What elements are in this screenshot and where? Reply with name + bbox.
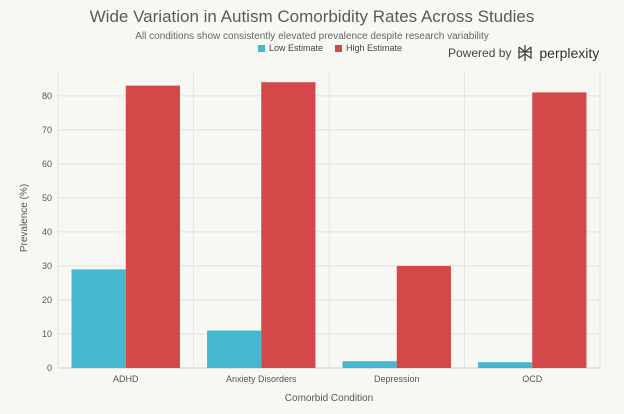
bar-low-depression[interactable]	[342, 361, 397, 368]
bars	[71, 82, 587, 369]
legend-swatch-low	[258, 44, 265, 52]
x-tick-label: Depression	[374, 374, 420, 384]
x-tick-label: OCD	[522, 374, 543, 384]
perplexity-wordmark: perplexity	[539, 45, 600, 61]
y-tick-label: 70	[42, 125, 52, 135]
y-tick-label: 50	[42, 193, 52, 203]
x-tick-label: ADHD	[113, 374, 139, 384]
legend-label-high: High Estimate	[346, 43, 403, 53]
legend-label-low: Low Estimate	[269, 43, 324, 53]
y-tick-label: 40	[42, 227, 52, 237]
x-axis-ticks: ADHD Anxiety Disorders Depression OCD	[113, 374, 543, 384]
x-tick-label: Anxiety Disorders	[226, 374, 297, 384]
bar-low-ocd[interactable]	[478, 362, 533, 368]
chart-subtitle: All conditions show consistently elevate…	[135, 31, 489, 42]
y-tick-label: 30	[42, 261, 52, 271]
bar-high-adhd[interactable]	[125, 85, 180, 368]
bar-low-adhd[interactable]	[71, 269, 126, 368]
legend-swatch-high	[335, 44, 343, 52]
chart-title: Wide Variation in Autism Comorbidity Rat…	[89, 7, 535, 26]
y-tick-label: 10	[42, 329, 52, 339]
y-tick-label: 20	[42, 295, 52, 305]
y-axis-ticks: 0 10 20 30 40 50 60 70 80	[42, 91, 52, 373]
legend: Low Estimate High Estimate	[258, 43, 402, 53]
y-axis-title: Prevalence (%)	[19, 184, 30, 252]
x-axis-title: Comorbid Condition	[285, 393, 373, 404]
bar-high-ocd[interactable]	[532, 92, 587, 369]
powered-by-badge[interactable]: Powered by perplexity	[448, 44, 599, 62]
perplexity-logo-icon	[518, 45, 533, 61]
y-tick-label: 0	[47, 363, 52, 373]
bar-high-anxiety-disorders[interactable]	[261, 82, 316, 368]
bar-low-anxiety-disorders[interactable]	[207, 330, 262, 368]
powered-by-label: Powered by	[448, 46, 512, 60]
legend-item-low[interactable]: Low Estimate	[258, 43, 323, 53]
y-tick-label: 60	[42, 159, 52, 169]
legend-item-high[interactable]: High Estimate	[335, 43, 402, 53]
bar-high-depression[interactable]	[396, 265, 451, 368]
y-tick-label: 80	[42, 91, 52, 101]
